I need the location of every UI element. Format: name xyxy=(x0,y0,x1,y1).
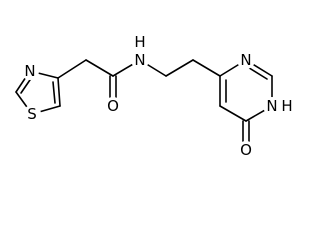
bond xyxy=(85,59,114,77)
atom-label: O xyxy=(240,141,252,159)
atom-label: O xyxy=(107,97,119,115)
atom-label: S xyxy=(27,105,37,123)
atom-label: N xyxy=(134,51,145,69)
bond xyxy=(52,81,56,104)
molecule-diagram: N S O N H N N H O xyxy=(15,33,293,159)
bond xyxy=(57,59,87,79)
bond xyxy=(57,77,61,107)
atom-label: N xyxy=(240,51,251,69)
bond xyxy=(219,105,247,122)
atom-label: H xyxy=(134,33,145,51)
atom-label: N xyxy=(266,97,277,115)
bond xyxy=(165,59,194,77)
atom-labels: N S O N H N N H O xyxy=(21,33,293,159)
bond xyxy=(192,59,221,77)
atom-label: N xyxy=(24,62,35,80)
bonds xyxy=(15,59,273,147)
atom-label: H xyxy=(281,97,292,115)
